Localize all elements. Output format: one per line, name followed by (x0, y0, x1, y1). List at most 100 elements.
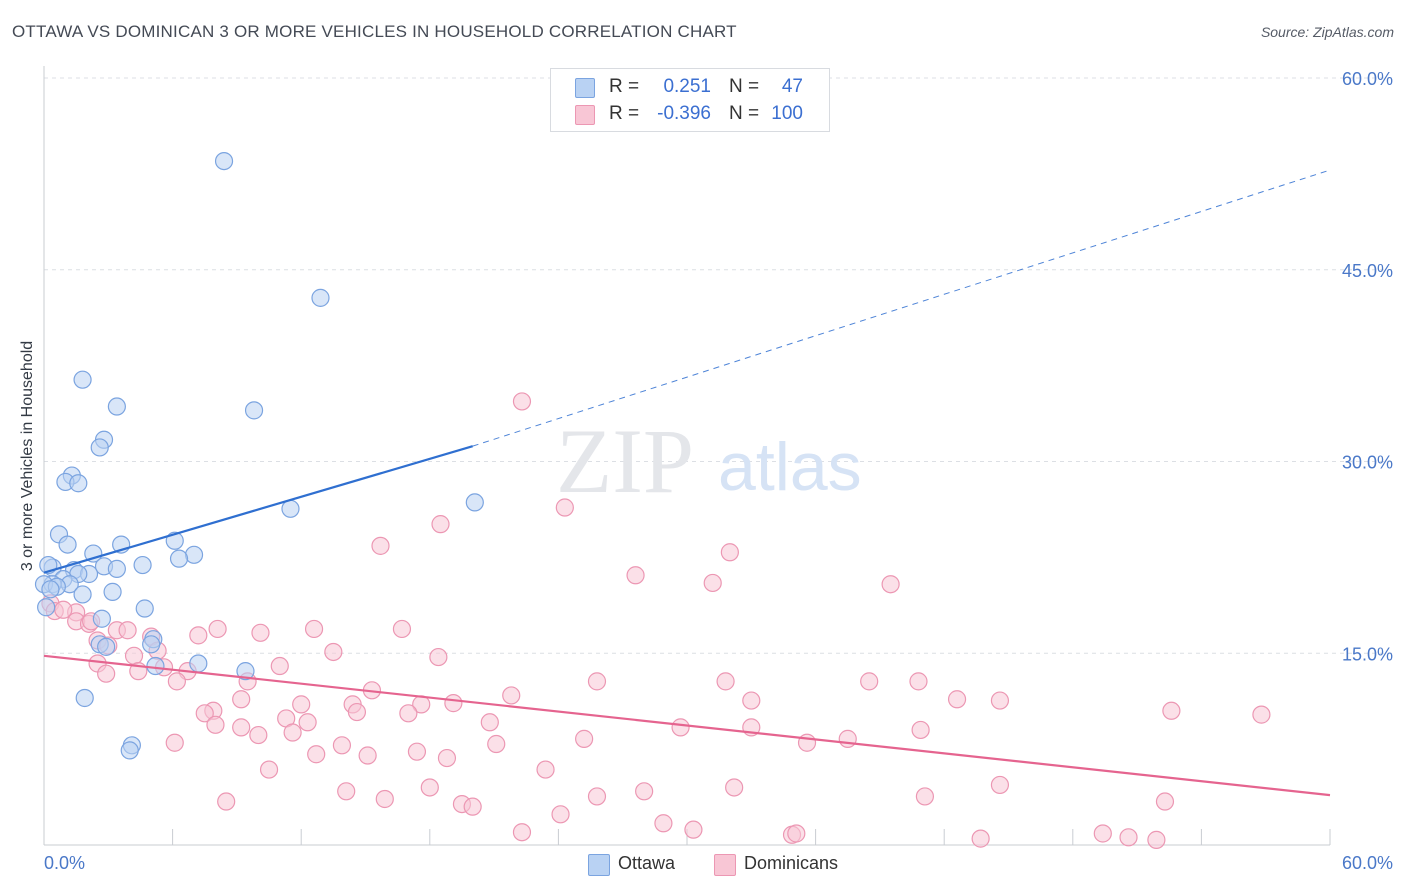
ottawa-n-value: 47 (781, 76, 803, 97)
dominican-point (358, 746, 377, 765)
grid-lines (44, 77, 1394, 654)
dominican-point (259, 760, 279, 779)
ottawa-r-value: 0.251 (663, 76, 711, 97)
stats-row-ottawa: R = 0.251 N = 47 (551, 74, 829, 100)
source-label[interactable]: Source: ZipAtlas.com (1260, 24, 1394, 40)
dominican-point (431, 515, 450, 534)
ottawa-point (73, 585, 92, 604)
ottawa-point (133, 555, 152, 575)
y-tick-label: 30.0% (1342, 453, 1393, 473)
dominican-point (635, 782, 654, 801)
dominican-point (332, 736, 352, 755)
dominican-point (1252, 705, 1271, 724)
dominican-point (555, 498, 574, 517)
dominican-point (990, 691, 1010, 710)
ottawa-point (73, 370, 92, 389)
ottawa-point (75, 688, 94, 708)
dominican-point (684, 820, 703, 839)
ottawa-point (103, 582, 122, 601)
dominican-point (1093, 824, 1112, 843)
ottawa-point (41, 580, 60, 599)
legend-dominicans-swatch (714, 854, 736, 876)
dominican-point (536, 760, 555, 779)
dominican-point (232, 718, 251, 737)
ottawa-point (465, 493, 484, 512)
ottawa-point (37, 598, 56, 617)
stats-legend-box: R = 0.251 N = 47 R = -0.396 N = 100 (550, 68, 830, 132)
ottawa-swatch (575, 78, 595, 98)
ottawa-point (97, 637, 116, 656)
ottawa-point (69, 474, 88, 493)
dominican-point (716, 672, 735, 691)
dominican-point (1119, 828, 1138, 847)
dominican-point (911, 720, 930, 740)
dominican-point (487, 734, 506, 754)
ottawa-trend-line (43, 445, 473, 574)
dominican-point (551, 805, 570, 824)
dominican-point (165, 733, 184, 752)
dominican-point (429, 647, 448, 667)
ottawa-point (236, 662, 255, 681)
dominican-point (502, 686, 521, 705)
legend-dominicans-label: Dominicans (744, 853, 839, 873)
dominican-point (251, 623, 270, 642)
dominican-point (208, 619, 227, 639)
dominican-point (399, 704, 418, 723)
dominican-point (742, 691, 761, 710)
x-tick-label-max: 60.0% (1342, 853, 1393, 873)
dominican-point (1155, 792, 1175, 811)
dominican-point (909, 672, 928, 691)
dominican-point (195, 704, 214, 723)
dominicans-trend-line (43, 654, 1331, 797)
y-tick-label: 60.0% (1342, 69, 1393, 89)
dominican-point (292, 695, 311, 714)
dominican-point (725, 778, 744, 797)
dominican-point (626, 566, 645, 585)
dominican-point (437, 748, 457, 768)
dominican-point (371, 536, 390, 555)
dominican-point (307, 745, 326, 764)
dominican-point (463, 797, 482, 816)
dominican-point (1147, 830, 1166, 849)
dominican-point (654, 814, 673, 833)
tick-labels: 15.0% 30.0% 45.0% 60.0% 0.0% 60.0% (44, 69, 1393, 873)
dominican-point (392, 619, 412, 639)
ottawa-point (189, 654, 208, 673)
dominican-point (1162, 701, 1181, 720)
dominicans-swatch (575, 105, 595, 125)
dominican-point (407, 742, 427, 761)
ottawa-r-label: R = (609, 76, 640, 97)
dominican-point (587, 672, 607, 691)
ottawa-point (169, 549, 189, 568)
ottawa-point (142, 635, 161, 654)
dominicans-r-value: -0.396 (657, 103, 711, 124)
data-points (34, 151, 1271, 849)
dominican-point (703, 573, 722, 593)
dominican-point (167, 672, 186, 691)
dominican-point (671, 718, 690, 737)
dominican-point (304, 619, 324, 639)
dominican-point (249, 725, 268, 745)
dominican-point (118, 621, 137, 640)
dominican-point (347, 702, 367, 722)
dominican-point (512, 392, 532, 411)
dominican-point (189, 626, 208, 645)
ottawa-point (244, 401, 264, 420)
x-tick-label-min: 0.0% (44, 853, 85, 873)
dominican-point (720, 543, 739, 562)
ottawa-point (146, 656, 165, 676)
dominican-point (324, 642, 343, 662)
ottawa-point (311, 288, 330, 307)
dominicans-n-label: N = (729, 103, 760, 124)
zipatlas-watermark: ZIP atlas (556, 410, 862, 512)
dominican-point (512, 823, 532, 842)
dominicans-r-label: R = (609, 103, 640, 124)
ottawa-point (184, 545, 204, 564)
watermark-atlas-text: atlas (718, 429, 862, 505)
dominican-point (860, 672, 879, 691)
dominican-point (206, 715, 225, 734)
dominican-point (270, 656, 289, 676)
dominican-point (787, 824, 806, 843)
ottawa-point (92, 609, 111, 628)
